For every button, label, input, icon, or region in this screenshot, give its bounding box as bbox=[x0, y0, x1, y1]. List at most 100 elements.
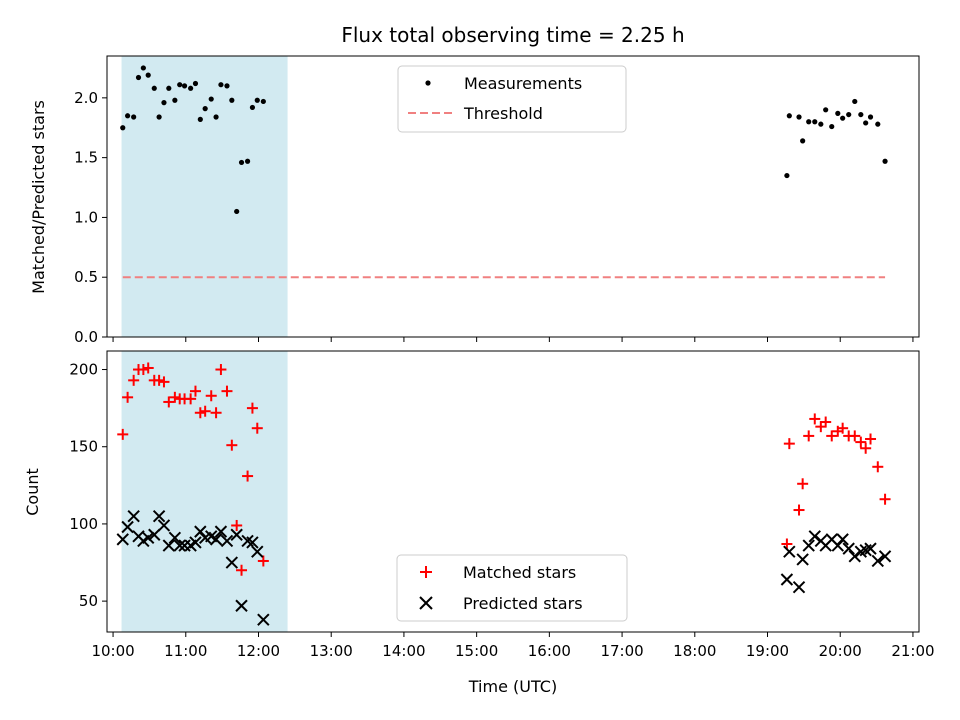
matched-star-point bbox=[879, 493, 891, 505]
ratio-marks bbox=[120, 65, 888, 279]
matched-star-point bbox=[236, 564, 248, 576]
matched-star-point bbox=[849, 430, 861, 442]
predicted-star-point bbox=[189, 536, 202, 549]
measurement-point bbox=[818, 121, 824, 127]
measurement-point bbox=[208, 96, 214, 102]
measurement-point bbox=[156, 114, 162, 120]
y-ticks-top: 0.0 0.5 1.0 1.5 2.0 bbox=[74, 89, 107, 346]
matched-star-point bbox=[163, 396, 175, 408]
measurement-point bbox=[166, 85, 172, 91]
measurement-point bbox=[840, 115, 846, 121]
matched-star-point bbox=[142, 362, 154, 374]
x-tick-label: 14:00 bbox=[382, 642, 425, 660]
y-axis-label-bottom: Count bbox=[23, 468, 42, 516]
measurement-point bbox=[161, 100, 167, 106]
measurement-point bbox=[796, 114, 802, 120]
matched-star-point bbox=[820, 416, 832, 428]
predicted-star-point bbox=[157, 519, 171, 532]
predicted-star-point bbox=[168, 531, 182, 545]
predicted-star-point bbox=[127, 509, 140, 523]
predicted-star-point bbox=[842, 542, 855, 555]
matched-star-point bbox=[128, 374, 140, 386]
measurement-point bbox=[867, 114, 874, 120]
predicted-star-point bbox=[836, 533, 849, 546]
predicted-star-point bbox=[162, 539, 176, 552]
matched-star-point bbox=[210, 407, 222, 419]
predicted-star-point bbox=[173, 539, 186, 552]
measurement-point bbox=[229, 97, 235, 103]
measurement-point bbox=[172, 97, 178, 103]
matched-star-point bbox=[246, 402, 258, 414]
matched-star-point bbox=[797, 478, 809, 490]
legend-top: Measurements Threshold bbox=[397, 65, 627, 133]
predicted-star-point bbox=[796, 553, 809, 566]
matched-star-point bbox=[855, 436, 867, 448]
predicted-star-point bbox=[257, 613, 270, 626]
predicted-star-point bbox=[802, 539, 815, 552]
measurement-point bbox=[244, 158, 251, 164]
x-ticks-bottom: 10:00 11:00 12:00 13:00 14:00 15:00 16:00 17:00… bbox=[91, 632, 935, 660]
y-tick-label: 1.5 bbox=[74, 149, 98, 167]
matched-star-point bbox=[793, 504, 805, 516]
measurement-point bbox=[131, 114, 137, 120]
measurement-point bbox=[249, 104, 256, 111]
matched-star-point bbox=[803, 430, 815, 442]
y-tick-label: 1.0 bbox=[74, 208, 98, 226]
y-tick-label: 150 bbox=[69, 438, 98, 456]
x-tick-label: 17:00 bbox=[600, 642, 643, 660]
count-marks bbox=[116, 362, 892, 626]
x-tick-label: 11:00 bbox=[164, 642, 207, 660]
predicted-star-point bbox=[148, 528, 161, 541]
measurement-point bbox=[846, 111, 852, 118]
predicted-star-point bbox=[780, 573, 794, 586]
x-tick-label: 13:00 bbox=[310, 642, 353, 660]
matched-star-point bbox=[169, 391, 181, 403]
predicted-star-point bbox=[209, 533, 223, 546]
legend-marker-predicted bbox=[419, 596, 433, 610]
matched-star-point bbox=[215, 364, 227, 376]
measurement-point bbox=[120, 125, 126, 131]
legend-label-threshold: Threshold bbox=[463, 104, 543, 123]
measurement-point bbox=[882, 158, 888, 164]
measurement-point bbox=[197, 116, 203, 122]
legend-label-measurements: Measurements bbox=[464, 74, 582, 93]
predicted-star-point bbox=[225, 556, 239, 569]
predicted-star-point bbox=[864, 542, 877, 555]
measurement-point bbox=[260, 98, 266, 105]
legend-box bbox=[396, 554, 628, 622]
plot-frame-top bbox=[106, 55, 920, 338]
matched-star-point bbox=[783, 438, 795, 450]
predicted-star-point bbox=[808, 530, 821, 543]
matched-star-point bbox=[194, 407, 206, 419]
measurement-point bbox=[835, 110, 841, 116]
predicted-star-point bbox=[152, 509, 166, 523]
legend-label-matched: Matched stars bbox=[463, 563, 576, 582]
y-tick-label: 2.0 bbox=[74, 89, 98, 107]
predicted-star-point bbox=[251, 545, 264, 558]
matched-star-point bbox=[153, 374, 165, 386]
x-tick-label: 21:00 bbox=[891, 642, 934, 660]
y-tick-label: 0.0 bbox=[74, 328, 98, 346]
measurement-point bbox=[786, 113, 792, 119]
predicted-star-point bbox=[220, 534, 234, 548]
highlight-band bbox=[121, 351, 288, 632]
measurement-point bbox=[135, 74, 142, 81]
x-tick-label: 12:00 bbox=[237, 642, 280, 660]
matched-star-point bbox=[781, 538, 793, 550]
y-axis-label-top: Matched/Predicted stars bbox=[29, 100, 48, 294]
measurement-point bbox=[125, 113, 131, 119]
matched-star-point bbox=[185, 393, 197, 405]
predicted-star-point bbox=[878, 550, 892, 563]
matched-star-point bbox=[872, 461, 884, 473]
matched-star-point bbox=[809, 413, 821, 425]
matched-star-point bbox=[865, 433, 877, 445]
measurement-point bbox=[224, 83, 230, 89]
measurement-point bbox=[218, 82, 224, 88]
matched-star-point bbox=[122, 391, 134, 403]
measurement-point bbox=[806, 119, 812, 125]
predicted-star-point bbox=[214, 525, 228, 538]
measurement-point bbox=[177, 82, 183, 88]
measurement-point bbox=[188, 85, 194, 91]
measurement-point bbox=[812, 119, 818, 125]
matched-star-point bbox=[199, 405, 211, 417]
